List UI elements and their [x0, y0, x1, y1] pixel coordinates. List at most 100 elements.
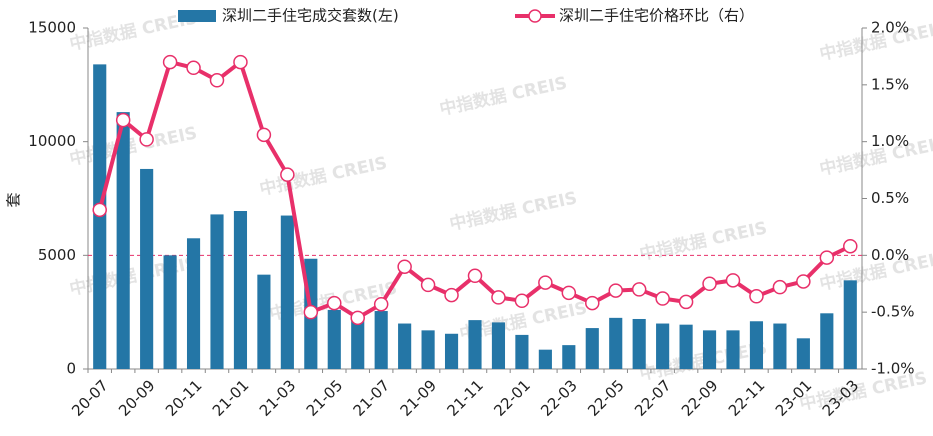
x-tick-label: 22-03 [537, 376, 581, 420]
line-marker [655, 291, 670, 306]
line-marker [280, 167, 295, 182]
bar [210, 214, 224, 369]
bar [632, 318, 646, 369]
bar [140, 168, 154, 369]
x-tick-label: 22-01 [490, 376, 534, 420]
watermark: 中指数据 CREIS [68, 252, 199, 300]
bar [562, 345, 576, 369]
y2-tick-label: 2.0% [871, 19, 909, 37]
bar [468, 320, 482, 369]
bar [609, 317, 623, 369]
line-marker [115, 112, 131, 128]
bar [656, 323, 670, 369]
bar [163, 255, 177, 369]
legend-label: 深圳二手住宅成交套数(左) [222, 7, 399, 25]
legend-label: 深圳二手住宅价格环比（右） [559, 7, 754, 25]
x-tick-label: 22-07 [631, 376, 675, 420]
y2-tick-label: 0.0% [871, 246, 909, 264]
line-marker [702, 276, 717, 291]
bar [233, 211, 248, 369]
bar [726, 330, 740, 369]
watermark: 中指数据 CREIS [448, 187, 579, 235]
line-marker [256, 127, 272, 143]
line-marker [678, 294, 694, 310]
line-marker [303, 304, 319, 320]
y2-tick-label: 0.5% [871, 189, 909, 207]
bar [796, 338, 810, 369]
x-tick-label: 21-01 [209, 376, 253, 420]
bar [186, 238, 201, 369]
line-marker [843, 238, 858, 254]
watermark: 中指数据 CREIS [638, 217, 769, 265]
bar [280, 215, 294, 369]
line-marker [514, 293, 530, 309]
line-marker [796, 274, 811, 289]
line-marker [209, 73, 225, 88]
line-marker [92, 202, 107, 218]
line-marker [608, 283, 623, 298]
line-marker [585, 295, 600, 311]
x-tick-label: 21-05 [303, 376, 347, 420]
bar [351, 313, 365, 369]
bar [773, 323, 787, 369]
bar [679, 324, 693, 369]
line-marker [139, 132, 154, 147]
x-tick-label: 21-07 [350, 376, 394, 420]
line-marker [538, 275, 553, 290]
line-marker [749, 289, 764, 304]
y-tick-label: 10000 [28, 132, 76, 150]
line-marker [397, 259, 412, 274]
x-tick-label: 21-11 [443, 376, 487, 420]
bar [116, 112, 130, 369]
bar [749, 321, 764, 369]
line-marker [725, 273, 741, 288]
y2-tick-label: 1.5% [871, 75, 909, 93]
bar [444, 333, 459, 369]
x-tick-label: 21-03 [256, 376, 300, 420]
y-tick-label: 5000 [38, 246, 76, 264]
line-marker [420, 277, 436, 293]
bar [421, 330, 435, 369]
x-tick-label: 22-11 [725, 376, 769, 420]
line-marker [233, 54, 248, 70]
line-marker [631, 282, 647, 297]
line-marker [772, 279, 788, 295]
bar [843, 280, 857, 369]
x-tick-label: 22-05 [584, 376, 628, 420]
bar [491, 322, 506, 369]
line-marker [491, 290, 506, 305]
y-axis-label: 套 [5, 192, 23, 207]
bar [515, 334, 529, 369]
bar [702, 330, 717, 369]
line-marker [162, 54, 178, 70]
bar [374, 311, 388, 369]
line-marker [186, 60, 201, 76]
y2-tick-label: -0.5% [871, 303, 915, 321]
line-marker [467, 268, 483, 284]
line-marker [373, 296, 389, 312]
line-marker [444, 287, 459, 303]
x-tick-label: 20-07 [68, 376, 112, 420]
bar [257, 274, 271, 369]
bar [538, 349, 552, 369]
y2-tick-label: -1.0% [871, 360, 915, 378]
line-marker [819, 250, 835, 265]
bar [327, 309, 341, 369]
x-tick-label: 21-09 [397, 376, 441, 420]
legend-swatch [178, 10, 216, 22]
line-marker [561, 285, 577, 301]
legend-swatch [528, 9, 542, 23]
line-marker [350, 310, 365, 326]
x-tick-label: 20-11 [162, 376, 206, 420]
x-tick-label: 22-09 [678, 376, 722, 420]
bar [585, 328, 599, 369]
watermark: 中指数据 CREIS [438, 72, 569, 120]
y2-tick-label: 1.0% [871, 132, 909, 150]
bar [398, 323, 412, 369]
y-tick-label: 15000 [28, 19, 76, 37]
y-tick-label: 0 [66, 360, 76, 378]
bar [820, 313, 834, 369]
x-tick-label: 20-09 [115, 376, 159, 420]
line-marker [327, 295, 342, 311]
